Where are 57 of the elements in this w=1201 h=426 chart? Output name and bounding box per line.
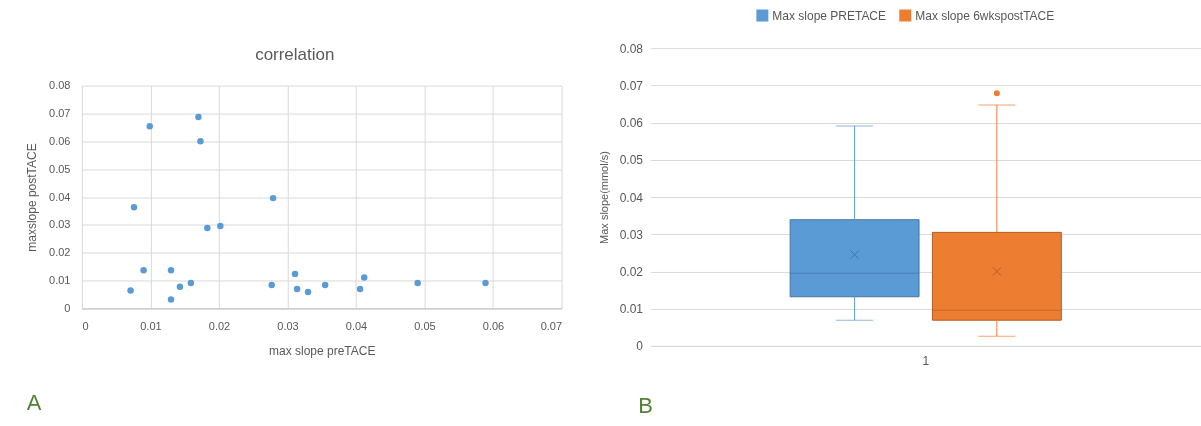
- x-tick-label: 0.04: [345, 319, 368, 332]
- y-tick-label: 0.02: [619, 264, 644, 279]
- y-tick-label: 0.07: [49, 106, 71, 119]
- x-tick-label: 0.05: [414, 319, 436, 332]
- point: [269, 194, 277, 202]
- y-tick-label: 0.06: [619, 116, 644, 131]
- y-tick-label: 0.04: [49, 190, 71, 203]
- point: [414, 279, 421, 287]
- x-tick-label: 0.06: [482, 319, 505, 332]
- y-tick-label: 0.03: [49, 218, 71, 231]
- point: [167, 296, 175, 303]
- y-tick-label: 0.01: [49, 274, 71, 287]
- point: [482, 279, 489, 287]
- point: [167, 267, 175, 274]
- point: [187, 279, 195, 287]
- y-axis-title: maxslope postTACE: [25, 143, 40, 252]
- y-tick-label: 0.08: [49, 79, 71, 92]
- y-tick-label: 0: [64, 301, 71, 314]
- point: [146, 123, 153, 130]
- y-tick-label: 0: [636, 339, 644, 354]
- x-tick-label: 1: [922, 354, 930, 369]
- point: [360, 274, 368, 281]
- x-tick-label: 0.03: [277, 319, 299, 332]
- point: [217, 222, 224, 230]
- y-tick-label: 0.07: [619, 78, 644, 93]
- point: [204, 224, 211, 232]
- y-tick-label: 0.06: [49, 134, 71, 147]
- x-tick-label: 0: [82, 319, 89, 332]
- y-axis-title: Max slope(mmol/s): [597, 151, 610, 244]
- point: [304, 288, 312, 296]
- y-tick-label: 0.02: [49, 246, 71, 259]
- y-tick-label: 0.05: [49, 162, 71, 175]
- point: [293, 285, 301, 293]
- point: [140, 267, 147, 274]
- y-tick-label: 0.08: [619, 41, 644, 56]
- point: [291, 270, 299, 278]
- x-axis-title: max slope preTACE: [269, 343, 376, 358]
- y-tick-label: 0.01: [619, 302, 644, 317]
- chart-title: correlation: [255, 44, 335, 64]
- legend-label: Max slope PRETACE: [772, 8, 887, 23]
- x-tick-label: 0.07: [540, 319, 563, 332]
- point: [321, 281, 329, 289]
- text: A: [26, 390, 42, 416]
- x-tick-label: 0.01: [140, 319, 162, 332]
- point: [197, 138, 204, 145]
- y-tick-label: 0.05: [619, 153, 644, 168]
- text: B: [638, 392, 653, 418]
- x-tick-label: 0.02: [208, 319, 231, 332]
- point: [195, 113, 202, 121]
- y-tick-label: 0.03: [619, 227, 644, 242]
- point: [356, 285, 364, 293]
- legend-label: Max slope 6wkspostTACE: [915, 8, 1055, 23]
- point: [130, 204, 138, 211]
- point: [127, 287, 134, 294]
- point: [268, 281, 275, 289]
- y-tick-label: 0.04: [619, 190, 644, 205]
- point: [176, 283, 184, 290]
